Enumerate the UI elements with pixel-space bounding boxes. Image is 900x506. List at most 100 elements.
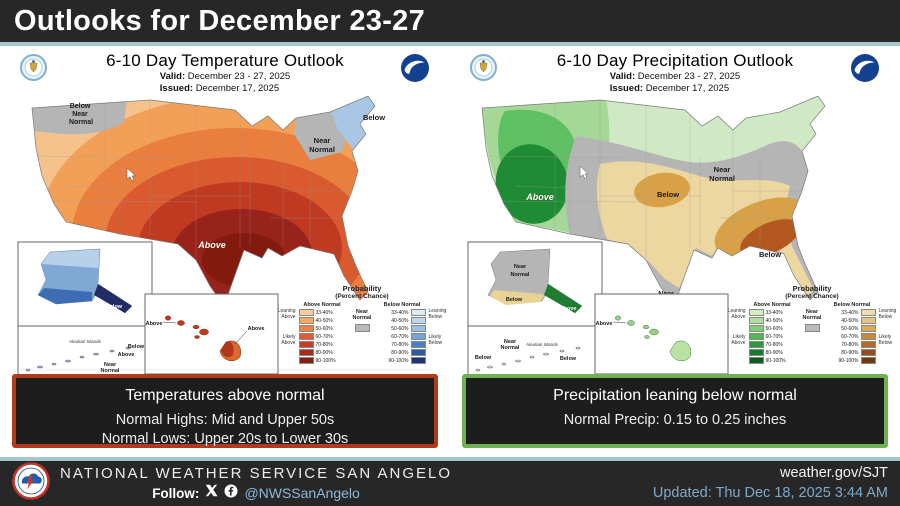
legend-row: 33-40%	[379, 309, 426, 316]
legend-swatch	[298, 349, 314, 356]
temperature-map: Below Near Normal Near Normal Below Abov…	[17, 96, 385, 377]
alaska-inset: Below	[17, 241, 153, 327]
footer-social-handle: @NWSSanAngelo	[244, 485, 360, 501]
legend-side-above: Leaning Above Likely Above	[277, 308, 296, 346]
legend-row: 90-100%	[748, 357, 796, 364]
precipitation-panel-header: 6-10 Day Precipitation Outlook Valid: De…	[458, 51, 892, 101]
state-borders	[482, 100, 802, 258]
legend-swatch	[298, 309, 314, 316]
footer-updated-timestamp: Updated: Thu Dec 18, 2025 3:44 AM	[652, 484, 888, 501]
map-label-nw-normal: Normal	[69, 119, 93, 126]
legend-swatch	[298, 325, 314, 332]
region-ak-panhandle-above	[544, 284, 582, 313]
hawaii-inset: Above Above	[144, 293, 279, 375]
legend-row: 40-50%	[829, 317, 876, 324]
precipitation-map-title: 6-10 Day Precipitation Outlook	[556, 51, 794, 70]
legend-swatch	[298, 333, 314, 340]
legend-swatch	[860, 317, 876, 324]
legend-row: 50-60%	[298, 325, 346, 332]
map-label-ne-below: Below	[363, 113, 385, 122]
map-label-ak-normal: Normal	[511, 272, 530, 278]
footer-website: weather.gov/SJT	[780, 464, 888, 481]
temperature-legend: Probability (Percent Chance) Leaning Abo…	[278, 284, 446, 364]
precipitation-panel: 6-10 Day Precipitation Outlook Valid: De…	[450, 46, 900, 457]
legend-swatch	[748, 325, 764, 332]
us-outline	[481, 96, 826, 307]
map-label-nw-below: Below	[70, 103, 91, 110]
map-label-ak-near: Near	[514, 264, 527, 270]
legend-swatch	[860, 325, 876, 332]
legend-row: 50-60%	[379, 325, 426, 332]
issued-line: Issued: December 17, 2025	[609, 83, 730, 95]
legend-above-column: Above Normal 33-40% 40-50% 50-60% 60-70%…	[748, 302, 796, 364]
aleutian-caption: Aleutian Islands	[69, 339, 102, 344]
region-ak-coast-below	[490, 290, 544, 305]
commerce-seal-icon	[20, 54, 47, 86]
legend-swatch	[410, 325, 426, 332]
legend-swatch	[748, 341, 764, 348]
temperature-map-title: 6-10 Day Temperature Outlook	[106, 51, 344, 70]
legend-row: 50-60%	[748, 325, 796, 332]
legend-above-column: Above Normal 33-40% 40-50% 50-60% 60-70%…	[298, 302, 346, 364]
legend-swatch	[410, 341, 426, 348]
legend-row: 60-70%	[829, 333, 876, 340]
page-title: Outlooks for December 23-27	[14, 4, 426, 37]
valid-line: Valid: December 23 - 27, 2025	[609, 71, 741, 82]
x-twitter-icon	[205, 484, 218, 502]
legend-row: 70-80%	[829, 341, 876, 348]
legend-swatch	[748, 317, 764, 324]
legend-swatch	[298, 317, 314, 324]
nws-logo-icon	[12, 462, 50, 505]
legend-row: 50-60%	[829, 325, 876, 332]
temperature-map-meta: Valid: December 23 - 27, 2025 Issued: De…	[160, 71, 290, 96]
aleutian-caption: Aleutian Islands	[526, 342, 559, 347]
footer-office-name: NATIONAL WEATHER SERVICE SAN ANGELO	[60, 464, 453, 482]
legend-swatch	[410, 349, 426, 356]
alaska-inset: Near Normal Below Above	[467, 241, 603, 327]
legend-row: 80-90%	[748, 349, 796, 356]
legend-swatch	[748, 309, 764, 316]
map-label-aleut-near: Near	[504, 339, 517, 345]
map-label-ne-normal: Normal	[309, 145, 335, 154]
legend-near-normal: Near Normal	[349, 302, 376, 332]
legend-swatch	[804, 323, 820, 332]
legend-swatch	[354, 323, 370, 332]
map-label-mid-near: Near	[714, 165, 731, 174]
temperature-summary-box: Temperatures above normal Normal Highs: …	[12, 374, 438, 448]
precipitation-map-meta: Valid: December 23 - 27, 2025 Issued: De…	[610, 71, 740, 96]
legend-row: 80-90%	[379, 349, 426, 356]
map-label-ne-near: Near	[314, 136, 331, 145]
legend-below-column: Below Normal 33-40% 40-50% 50-60% 60-70%…	[379, 302, 426, 364]
legend-swatch	[748, 357, 764, 364]
temperature-panel: 6-10 Day Temperature Outlook Valid: Dece…	[0, 46, 450, 457]
legend-row: 80-90%	[829, 349, 876, 356]
legend-swatch	[410, 309, 426, 316]
legend-row: 40-50%	[379, 317, 426, 324]
legend-row: 80-90%	[298, 349, 346, 356]
legend-swatch	[298, 357, 314, 364]
maps-area: 6-10 Day Temperature Outlook Valid: Dece…	[0, 46, 900, 457]
state-borders	[32, 100, 352, 258]
map-label-aleut-normal: Normal	[501, 345, 520, 351]
legend-swatch	[860, 309, 876, 316]
legend-row: 40-50%	[298, 317, 346, 324]
legend-near-normal: Near Normal	[799, 302, 826, 332]
legend-row: 60-70%	[379, 333, 426, 340]
region-ak-panhandle-below	[94, 284, 132, 313]
facebook-icon	[224, 484, 238, 503]
map-label-central-below: Below	[657, 190, 679, 199]
map-label-ak-below: Below	[506, 297, 523, 303]
header-bar: Outlooks for December 23-27	[0, 0, 900, 42]
legend-swatch	[860, 357, 876, 364]
legend-swatch	[410, 333, 426, 340]
map-label-aleut-below-left: Below	[475, 355, 492, 361]
precipitation-conus-regions	[482, 96, 825, 306]
noaa-logo-icon	[850, 53, 880, 88]
temperature-summary-headline: Temperatures above normal	[125, 387, 325, 404]
map-label-aleut-above: Above	[118, 352, 135, 358]
legend-swatch	[298, 341, 314, 348]
cursor-artifact	[126, 167, 136, 181]
map-label-ak-above: Above	[560, 306, 577, 312]
legend-swatch	[410, 357, 426, 364]
footer-follow-row: Follow: @NWSSanAngelo	[152, 484, 360, 503]
